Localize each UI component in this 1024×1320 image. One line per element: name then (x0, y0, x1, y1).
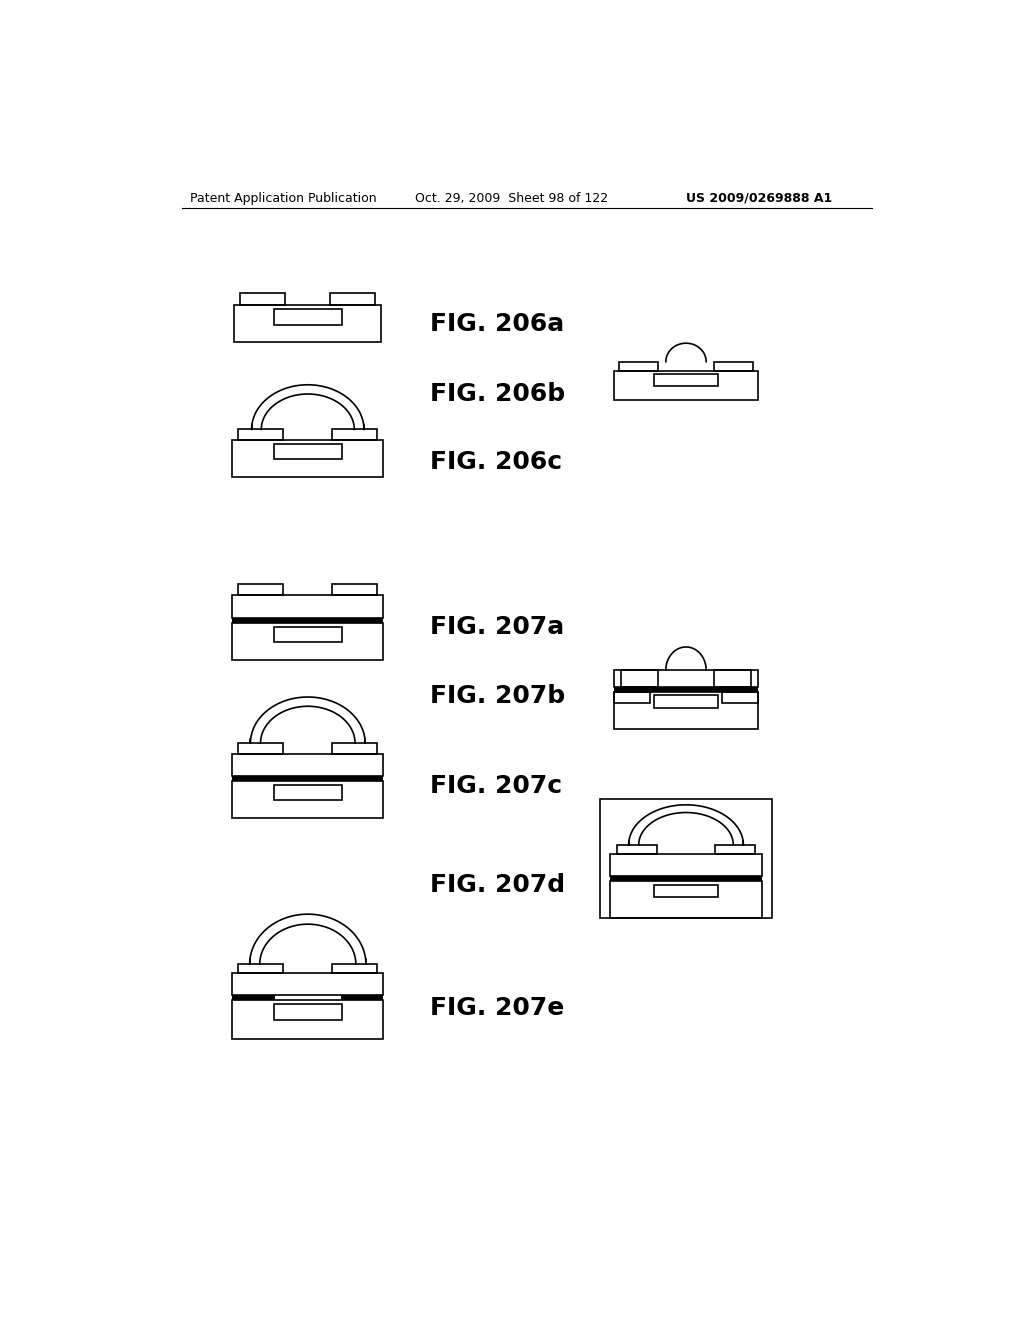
Bar (332, 743, 377, 754)
Bar (232, 618, 383, 623)
Bar (654, 696, 718, 708)
Bar (239, 743, 284, 754)
Text: Oct. 29, 2009  Sheet 98 of 122: Oct. 29, 2009 Sheet 98 of 122 (415, 191, 608, 205)
Bar (614, 693, 758, 730)
Bar (234, 305, 381, 342)
Bar (273, 627, 342, 643)
Bar (239, 964, 284, 973)
Text: FIG. 206a: FIG. 206a (430, 312, 564, 337)
Bar (614, 671, 758, 686)
Bar (621, 671, 657, 686)
Bar (715, 362, 753, 371)
Bar (332, 583, 377, 594)
Bar (618, 362, 657, 371)
Text: FIG. 207d: FIG. 207d (430, 873, 565, 896)
Bar (610, 875, 762, 880)
Bar (332, 429, 377, 441)
Bar (232, 781, 383, 818)
Bar (614, 686, 758, 693)
Bar (232, 623, 383, 660)
Bar (722, 693, 758, 704)
Bar (273, 309, 342, 325)
Bar (332, 964, 377, 973)
Text: FIG. 207a: FIG. 207a (430, 615, 564, 639)
Bar (239, 429, 284, 441)
Bar (616, 845, 657, 854)
Bar (654, 374, 718, 387)
Text: FIG. 206b: FIG. 206b (430, 381, 565, 407)
Text: FIG. 207e: FIG. 207e (430, 997, 564, 1020)
Bar (241, 293, 286, 305)
Bar (232, 973, 383, 995)
Bar (715, 845, 756, 854)
Bar (232, 776, 383, 781)
Bar (273, 785, 342, 800)
Bar (715, 671, 752, 686)
Bar (600, 799, 772, 917)
Bar (614, 371, 758, 400)
Bar (610, 854, 762, 875)
Bar (654, 884, 718, 898)
Bar (232, 754, 383, 776)
Bar (273, 444, 342, 459)
Text: FIG. 207c: FIG. 207c (430, 774, 562, 799)
Bar (614, 693, 650, 704)
Bar (232, 594, 383, 618)
Bar (232, 995, 274, 1001)
Bar (239, 583, 284, 594)
Text: US 2009/0269888 A1: US 2009/0269888 A1 (686, 191, 833, 205)
Bar (341, 995, 383, 1001)
Bar (610, 880, 762, 917)
Bar (273, 1005, 342, 1019)
Text: FIG. 207b: FIG. 207b (430, 684, 565, 708)
Bar (331, 293, 375, 305)
Text: Patent Application Publication: Patent Application Publication (190, 191, 377, 205)
Bar (232, 441, 383, 478)
Bar (232, 1001, 383, 1039)
Text: FIG. 206c: FIG. 206c (430, 450, 562, 474)
